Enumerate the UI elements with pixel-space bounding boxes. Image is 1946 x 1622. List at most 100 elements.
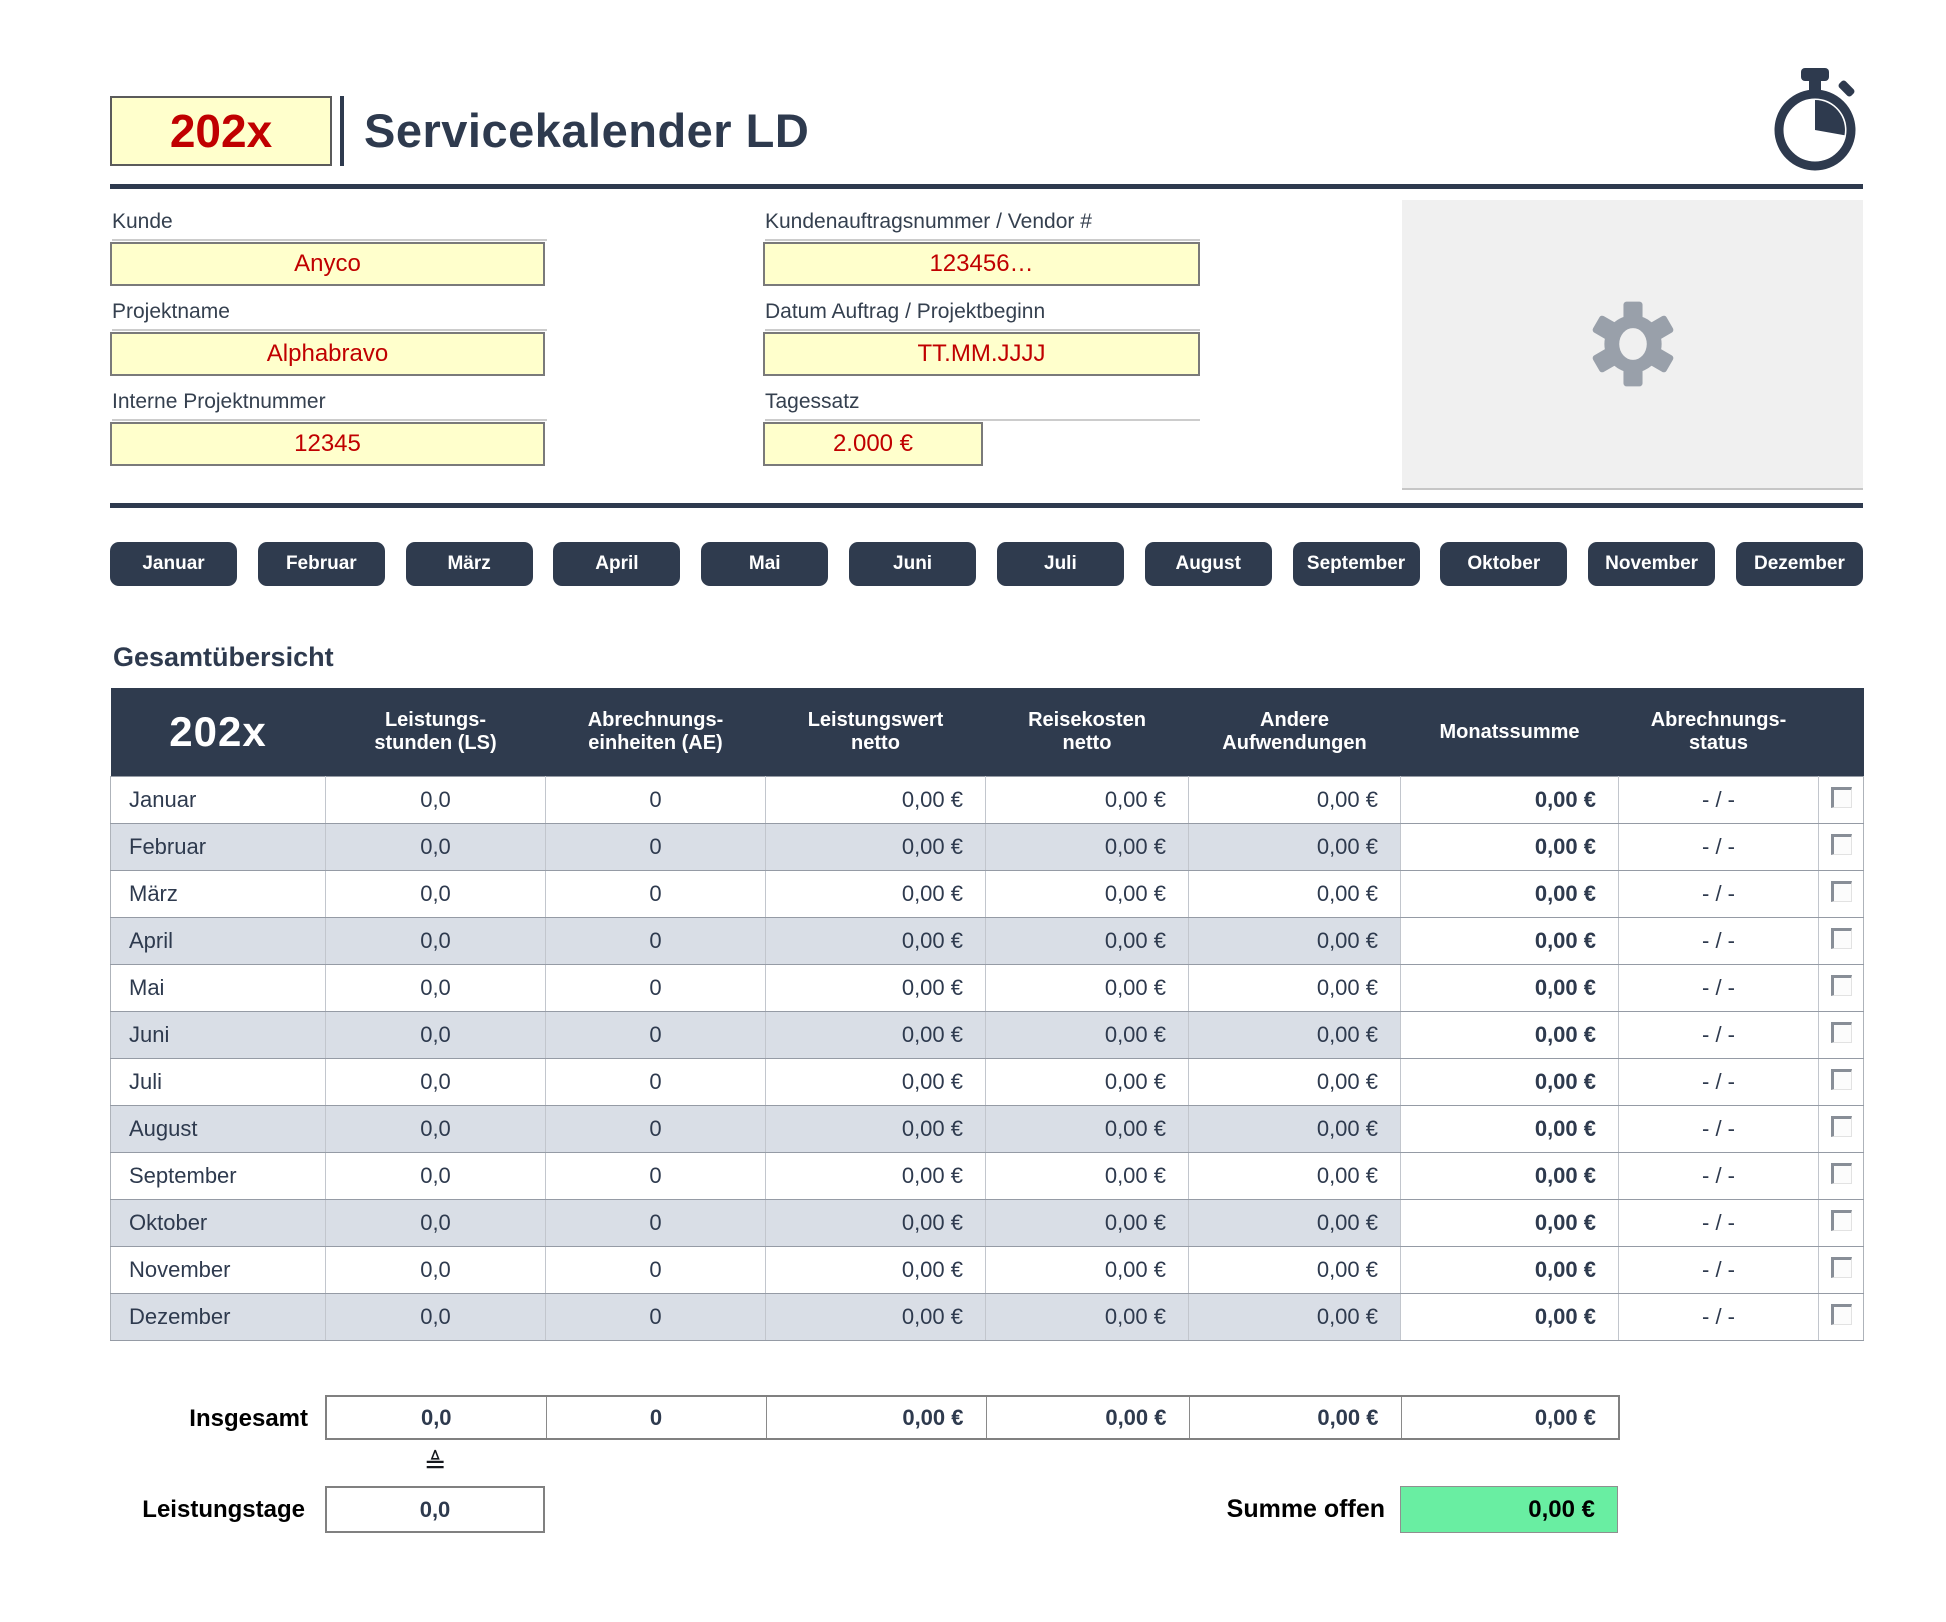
summe-offen-label: Summe offen [1226,1495,1385,1523]
table-row-august: August 0,0 0 0,00 €0,00 €0,00 €0,00 € - / - [110,1105,1864,1153]
corresponds-symbol: ≜ [423,1449,447,1480]
month-button-mai[interactable]: Mai [701,542,829,586]
tagessatz-field[interactable]: 2.000 € [763,422,983,466]
ls-cell: 0,0 [325,917,546,965]
table-row-november: November 0,0 0 0,00 €0,00 €0,00 €0,00 € - / … [110,1246,1864,1294]
ls-cell: 0,0 [325,1058,546,1106]
status-cell: - / - [1618,776,1819,824]
leistungswert-cell: 0,00 € [765,1293,986,1341]
andere-cell: 0,00 € [1188,964,1401,1012]
month-button-marz[interactable]: März [405,542,533,586]
status-cell: - / - [1618,1199,1819,1247]
month-button-juli[interactable]: Juli [996,542,1124,586]
col-abrechnungsstatus: Abrechnungs- status [1618,688,1819,777]
month-button-april[interactable]: April [553,542,681,586]
table-row-april: April 0,0 0 0,00 €0,00 €0,00 €0,00 € - / - [110,917,1864,965]
month-button-dezember[interactable]: Dezember [1735,542,1863,586]
col-leistungswert-netto: Leistungswert netto [765,688,986,777]
datum-auftrag-field[interactable]: TT.MM.JJJJ [763,332,1200,376]
abrechnungsstatus-checkbox[interactable] [1830,1115,1852,1137]
month-button-februar[interactable]: Februar [257,542,385,586]
abrechnungsstatus-checkbox[interactable] [1830,1256,1852,1278]
abrechnungsstatus-checkbox[interactable] [1830,1209,1852,1231]
month-button-oktober[interactable]: Oktober [1440,542,1568,586]
stopwatch-icon [1774,68,1856,171]
status-cell: - / - [1618,964,1819,1012]
ae-cell: 0 [545,1105,766,1153]
leistungstage-label: Leistungstage [142,1496,305,1523]
kundenauftragsnummer-field[interactable]: 123456… [763,242,1200,286]
total-leistungsstunden: 0,0 [325,1395,547,1440]
monatssumme-cell: 0,00 € [1400,1199,1619,1247]
leistungswert-cell: 0,00 € [765,1058,986,1106]
ae-cell: 0 [545,1011,766,1059]
month-button-november[interactable]: November [1588,542,1716,586]
month-button-januar[interactable]: Januar [110,542,237,586]
ls-cell: 0,0 [325,1105,546,1153]
monatssumme-cell: 0,00 € [1400,823,1619,871]
abrechnungsstatus-checkbox[interactable] [1830,927,1852,949]
total-reisekosten: 0,00 € [985,1395,1190,1440]
month-button-september[interactable]: September [1292,542,1420,586]
abrechnungsstatus-checkbox[interactable] [1830,1303,1852,1325]
reisekosten-cell: 0,00 € [985,776,1189,824]
andere-cell: 0,00 € [1188,917,1401,965]
abrechnungsstatus-checkbox[interactable] [1830,974,1852,996]
month-button-august[interactable]: August [1144,542,1272,586]
table-row-september: September 0,0 0 0,00 €0,00 €0,00 €0,00 € - /… [110,1152,1864,1200]
year-badge[interactable]: 202x [110,96,332,166]
col-leistungsstunden: Leistungs- stunden (LS) [325,688,546,777]
table-row-juni: Juni 0,0 0 0,00 €0,00 €0,00 €0,00 € - / - [110,1011,1864,1059]
monatssumme-cell: 0,00 € [1400,1011,1619,1059]
checkbox-cell [1818,1293,1864,1341]
leistungswert-cell: 0,00 € [765,917,986,965]
status-cell: - / - [1618,1105,1819,1153]
abrechnungsstatus-checkbox[interactable] [1830,880,1852,902]
settings-panel[interactable] [1402,200,1863,490]
abrechnungsstatus-checkbox[interactable] [1830,1068,1852,1090]
abrechnungsstatus-checkbox[interactable] [1830,1021,1852,1043]
status-cell: - / - [1618,917,1819,965]
leistungswert-cell: 0,00 € [765,1011,986,1059]
header-divider [340,96,344,166]
kunde-field[interactable]: Anyco [110,242,545,286]
month-cell: August [110,1105,326,1153]
monatssumme-cell: 0,00 € [1400,1293,1619,1341]
andere-cell: 0,00 € [1188,1152,1401,1200]
interne-projektnummer-field[interactable]: 12345 [110,422,545,466]
monatssumme-cell: 0,00 € [1400,1105,1619,1153]
ae-cell: 0 [545,776,766,824]
table-row-marz: März 0,0 0 0,00 €0,00 €0,00 €0,00 € - / - [110,870,1864,918]
section-title: Gesamtübersicht [113,642,334,672]
andere-cell: 0,00 € [1188,776,1401,824]
month-cell: Januar [110,776,326,824]
ae-cell: 0 [545,917,766,965]
checkbox-cell [1818,917,1864,965]
monatssumme-cell: 0,00 € [1400,917,1619,965]
abrechnungsstatus-checkbox[interactable] [1830,1162,1852,1184]
total-abrechnungseinheiten: 0 [545,1395,767,1440]
month-cell: Juni [110,1011,326,1059]
totals-row: 0,0 0 0,00 € 0,00 € 0,00 € 0,00 € [325,1395,1620,1440]
ls-cell: 0,0 [325,1293,546,1341]
andere-cell: 0,00 € [1188,1246,1401,1294]
checkbox-cell [1818,823,1864,871]
ls-cell: 0,0 [325,1152,546,1200]
andere-cell: 0,00 € [1188,1105,1401,1153]
abrechnungsstatus-checkbox[interactable] [1830,833,1852,855]
monatssumme-cell: 0,00 € [1400,1152,1619,1200]
status-cell: - / - [1618,823,1819,871]
projektname-field[interactable]: Alphabravo [110,332,545,376]
abrechnungsstatus-checkbox[interactable] [1830,786,1852,808]
ls-cell: 0,0 [325,1199,546,1247]
status-cell: - / - [1618,1246,1819,1294]
status-cell: - / - [1618,1293,1819,1341]
monatssumme-cell: 0,00 € [1400,776,1619,824]
table-row-juli: Juli 0,0 0 0,00 €0,00 €0,00 €0,00 € - / - [110,1058,1864,1106]
totals-label: Insgesamt [189,1405,308,1432]
leistungswert-cell: 0,00 € [765,1152,986,1200]
month-button-juni[interactable]: Juni [849,542,977,586]
ls-cell: 0,0 [325,1246,546,1294]
col-abrechnungseinheiten: Abrechnungs- einheiten (AE) [545,688,766,777]
